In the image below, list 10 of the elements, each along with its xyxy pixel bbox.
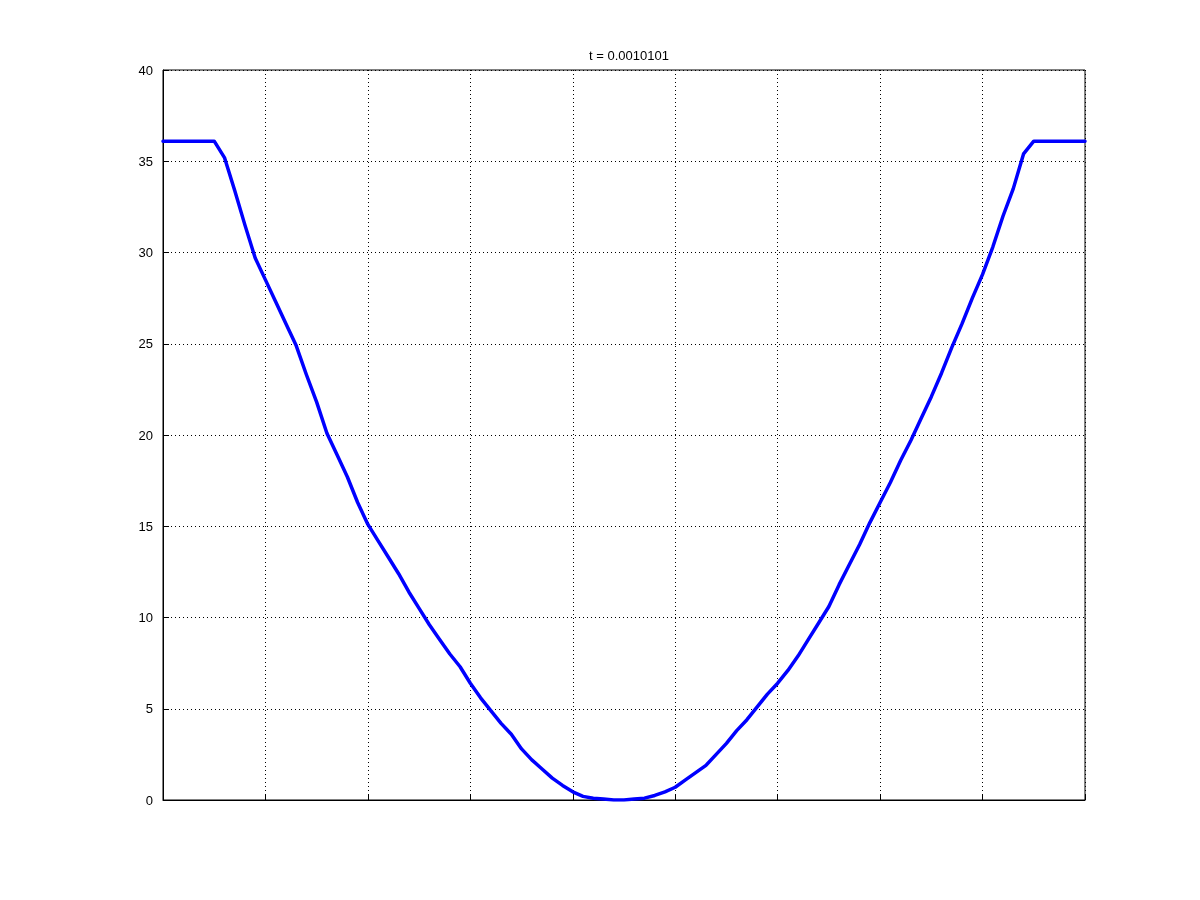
y-tick-label: 0 <box>145 792 153 808</box>
y-tick-label: 5 <box>145 701 153 717</box>
y-tick-label: 40 <box>138 62 153 78</box>
chart-title: t = 0.0010101 <box>589 48 669 63</box>
y-tick-label: 15 <box>138 518 153 534</box>
y-tick-label: 10 <box>138 610 153 625</box>
y-tick-label: 25 <box>138 336 153 352</box>
y-tick-label: 35 <box>138 153 153 169</box>
y-tick-label: 20 <box>138 427 153 443</box>
y-tick-label: 30 <box>138 245 153 260</box>
